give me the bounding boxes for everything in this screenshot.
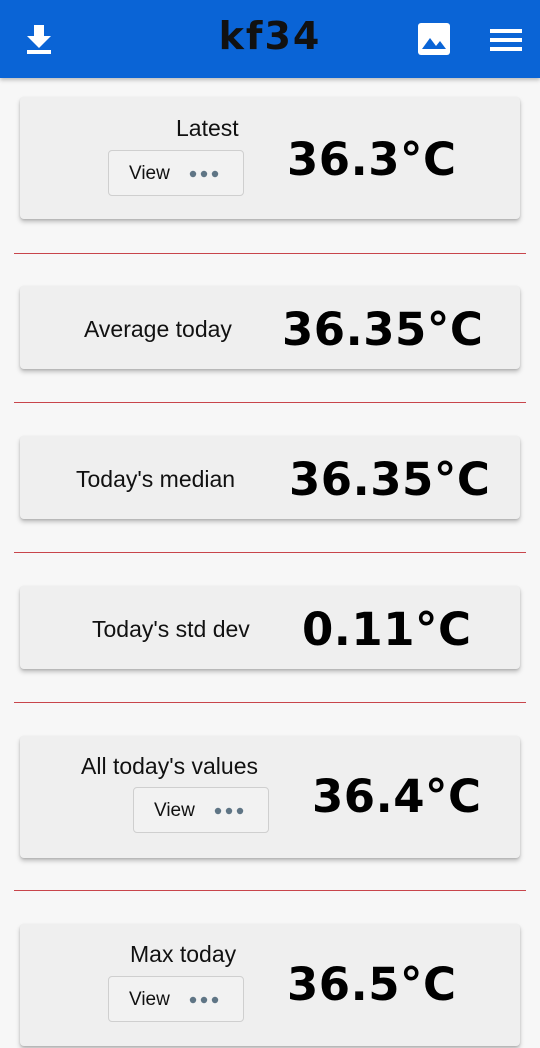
more-dots-icon [189, 169, 221, 179]
stat-label: Today's median [76, 466, 235, 493]
divider [14, 253, 526, 254]
stat-value: 36.3°C [287, 133, 457, 186]
view-button-label: View [129, 989, 170, 1011]
menu-icon [489, 22, 523, 56]
view-button-label: View [129, 163, 170, 185]
stat-label: Max today [130, 941, 236, 968]
stat-value: 36.35°C [289, 453, 490, 506]
image-button[interactable] [417, 22, 451, 56]
stat-value: 36.5°C [287, 958, 457, 1011]
page-title: kf34 [0, 14, 540, 58]
stat-label: Average today [84, 316, 232, 343]
app-bar: kf34 [0, 0, 540, 78]
view-max-button[interactable]: View [108, 976, 244, 1022]
view-all-values-button[interactable]: View [133, 787, 269, 833]
stat-value: 36.35°C [282, 303, 483, 356]
stat-label: All today's values [81, 753, 258, 780]
view-latest-button[interactable]: View [108, 150, 244, 196]
stat-value: 0.11°C [302, 603, 472, 656]
menu-button[interactable] [489, 22, 523, 56]
divider [14, 702, 526, 703]
divider [14, 402, 526, 403]
stat-label: Latest [176, 115, 239, 142]
stat-label: Today's std dev [92, 616, 250, 643]
stat-card-median: Today's median 36.35°C [20, 436, 520, 519]
stat-value: 36.4°C [312, 770, 482, 823]
stat-card-average: Average today 36.35°C [20, 286, 520, 369]
stat-card-std-dev: Today's std dev 0.11°C [20, 586, 520, 669]
stat-card-max: Max today View 36.5°C [20, 924, 520, 1046]
image-icon [417, 22, 451, 56]
more-dots-icon [214, 806, 246, 816]
stat-card-all-values: All today's values View 36.4°C [20, 736, 520, 858]
view-button-label: View [154, 800, 195, 822]
more-dots-icon [189, 995, 221, 1005]
divider [14, 890, 526, 891]
stat-card-latest: Latest View 36.3°C [20, 97, 520, 219]
divider [14, 552, 526, 553]
